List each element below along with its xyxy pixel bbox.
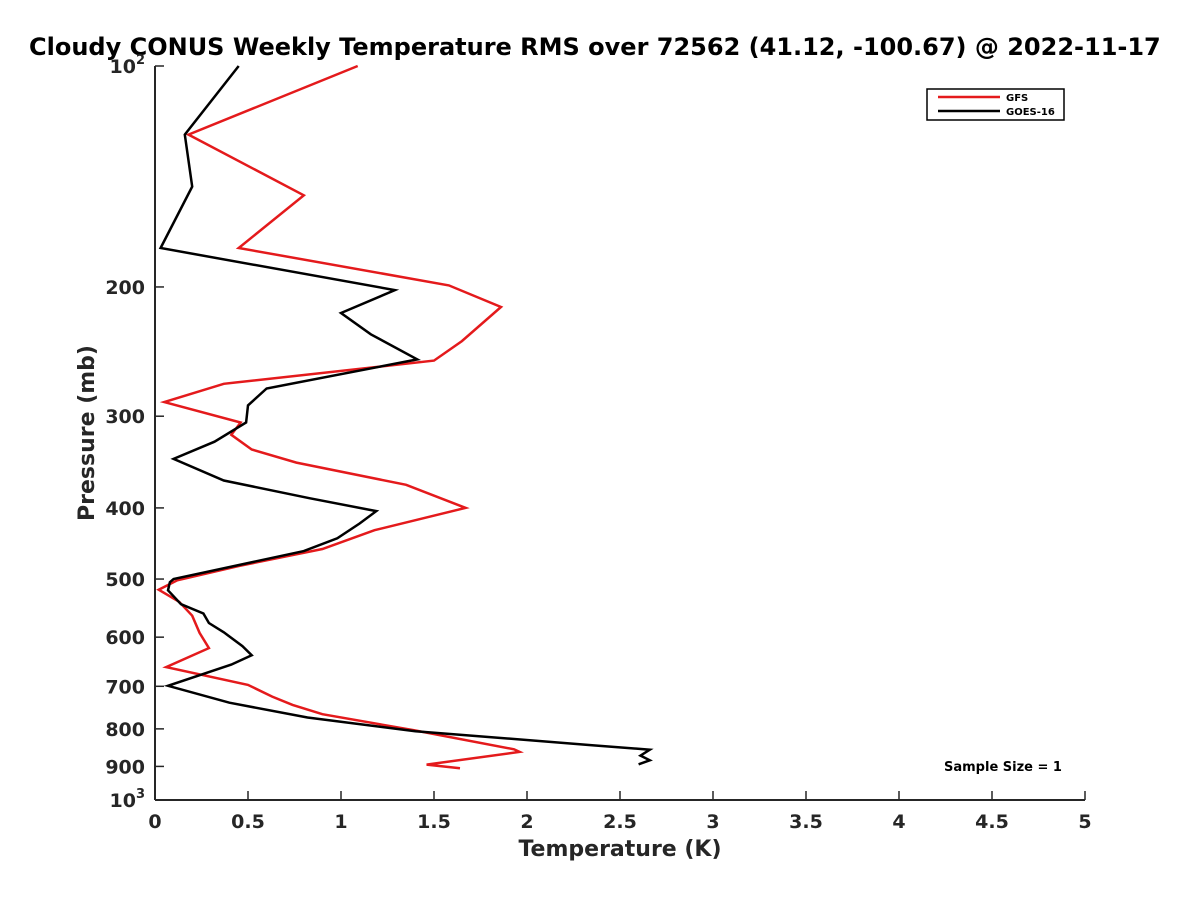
y-tick-label: 103 [110, 787, 146, 812]
series-layer [156, 64, 654, 770]
x-tick-label: 4.5 [975, 811, 1009, 833]
legend: GFS GOES-16 [926, 88, 1065, 121]
x-tick-label: 1 [334, 811, 347, 833]
annotation-sample-size: Sample Size = 1 [944, 760, 1062, 775]
y-tick-label: 300 [105, 406, 145, 428]
y-tick-label: 900 [105, 756, 145, 778]
x-tick-label: 3 [706, 811, 719, 833]
y-tick-label: 400 [105, 498, 145, 520]
x-tick-label: 4 [892, 811, 905, 833]
x-tick-label: 2.5 [603, 811, 637, 833]
y-tick-label: 800 [105, 719, 145, 741]
x-tick-label: 0 [148, 811, 161, 833]
x-axis-label: Temperature (K) [518, 837, 721, 862]
x-tick-label: 1.5 [417, 811, 451, 833]
y-tick-label: 102 [110, 53, 146, 78]
series-line-gfs [156, 64, 524, 770]
chart-title: Cloudy CONUS Weekly Temperature RMS over… [29, 33, 1161, 61]
series-line-goes-16 [158, 65, 654, 766]
legend-box [926, 88, 1065, 121]
x-tick-label: 5 [1078, 811, 1091, 833]
x-tick-label: 0.5 [231, 811, 265, 833]
y-tick-label: 700 [105, 676, 145, 698]
y-axis-label: Pressure (mb) [75, 345, 100, 521]
axes: 0 0.5 1 1.5 2 2.5 3 3.5 4 4.5 5 102 200 300 400 500 600 7… [105, 53, 1091, 833]
x-tick-label: 2 [520, 811, 533, 833]
y-tick-label: 600 [105, 627, 145, 649]
legend-label: GFS [1006, 93, 1028, 104]
y-tick-label: 500 [105, 569, 145, 591]
legend-label: GOES-16 [1006, 107, 1055, 118]
x-tick-label: 3.5 [789, 811, 823, 833]
y-tick-label: 200 [105, 277, 145, 299]
